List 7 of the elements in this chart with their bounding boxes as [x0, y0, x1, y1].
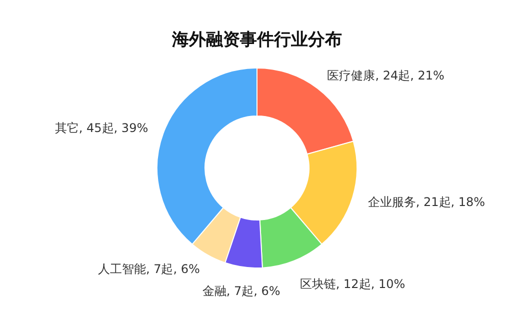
- chart-title: 海外融资事件行业分布: [171, 30, 342, 50]
- slice-label: 医疗健康, 24起, 21%: [327, 68, 444, 83]
- slice-label: 其它, 45起, 39%: [54, 121, 148, 135]
- slice-label: 金融, 7起, 6%: [202, 284, 280, 298]
- slice-label: 人工智能, 7起, 6%: [98, 262, 200, 276]
- slice-label: 企业服务, 21起, 18%: [368, 195, 486, 210]
- slice-label: 区块链, 12起, 10%: [300, 276, 406, 291]
